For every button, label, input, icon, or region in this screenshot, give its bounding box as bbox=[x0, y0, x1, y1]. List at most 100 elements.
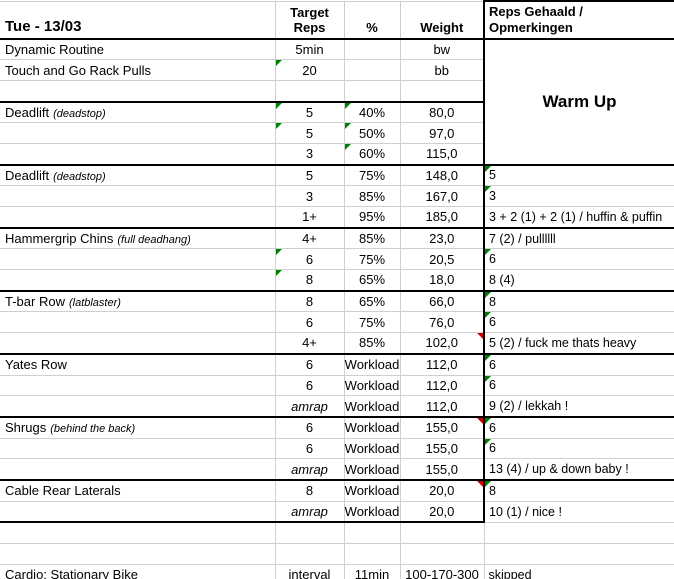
cell-weight[interactable]: 100-170-300 bbox=[400, 564, 485, 579]
cell-exercise[interactable] bbox=[0, 332, 276, 355]
cell-percent[interactable]: Workload bbox=[344, 478, 401, 502]
column-header-percent[interactable]: % bbox=[344, 0, 401, 40]
cell-percent[interactable] bbox=[344, 59, 401, 81]
cell-exercise[interactable] bbox=[0, 458, 276, 481]
cell-weight[interactable]: 112,0 bbox=[400, 375, 485, 397]
cell-target-reps[interactable]: 6 bbox=[275, 311, 345, 334]
column-header-weight[interactable]: Weight bbox=[400, 0, 485, 40]
cell-weight[interactable]: 115,0 bbox=[400, 143, 485, 166]
cell-weight[interactable]: 18,0 bbox=[400, 269, 485, 292]
cell-percent[interactable]: 65% bbox=[344, 269, 401, 292]
cell-target-reps[interactable]: amrap bbox=[275, 395, 345, 418]
cell-exercise[interactable] bbox=[0, 375, 276, 397]
cell-target-reps[interactable]: 3 bbox=[275, 185, 345, 207]
cell-result[interactable]: 13 (4) / up & down baby ! bbox=[483, 458, 674, 481]
cell-target-reps[interactable]: 1+ bbox=[275, 206, 345, 229]
cell-weight[interactable]: bw bbox=[400, 38, 485, 61]
cell-target-reps[interactable]: 4+ bbox=[275, 332, 345, 355]
cell-result[interactable]: 3 + 2 (1) + 2 (1) / huffin & puffin bbox=[483, 206, 674, 229]
cell-percent[interactable]: 75% bbox=[344, 163, 401, 187]
cell-result[interactable]: 7 (2) / pullllll bbox=[483, 226, 674, 250]
cell-result[interactable]: 6 bbox=[483, 438, 674, 460]
cell-percent[interactable]: 95% bbox=[344, 206, 401, 229]
cell-exercise[interactable] bbox=[0, 248, 276, 271]
cell-target-reps[interactable]: 8 bbox=[275, 478, 345, 502]
cell-percent[interactable]: 85% bbox=[344, 226, 401, 250]
cell-result[interactable] bbox=[483, 522, 674, 545]
cell-percent[interactable] bbox=[344, 521, 401, 545]
cell-percent[interactable] bbox=[344, 80, 401, 103]
cell-percent[interactable]: 50% bbox=[344, 122, 401, 144]
cell-percent[interactable]: 65% bbox=[344, 289, 401, 313]
cell-percent[interactable]: 60% bbox=[344, 143, 401, 166]
cell-target-reps[interactable] bbox=[275, 521, 345, 545]
cell-exercise[interactable] bbox=[0, 143, 276, 166]
cell-weight[interactable]: 97,0 bbox=[400, 122, 485, 144]
cell-percent[interactable]: 85% bbox=[344, 332, 401, 355]
cell-target-reps[interactable]: interval bbox=[275, 564, 345, 579]
cell-percent[interactable]: Workload bbox=[344, 501, 401, 523]
column-header-target-reps[interactable]: Target Reps bbox=[275, 0, 345, 40]
cell-exercise[interactable] bbox=[0, 122, 276, 144]
cell-percent[interactable]: 75% bbox=[344, 311, 401, 334]
cell-weight[interactable] bbox=[400, 80, 485, 103]
cell-weight[interactable]: 155,0 bbox=[400, 415, 485, 439]
cell-target-reps[interactable]: 5 bbox=[275, 163, 345, 187]
cell-exercise[interactable]: Deadlift (deadstop) bbox=[0, 100, 276, 124]
cell-percent[interactable] bbox=[344, 543, 401, 565]
cell-exercise[interactable] bbox=[0, 501, 276, 523]
cell-result[interactable]: 6 bbox=[483, 415, 674, 439]
cell-target-reps[interactable]: 6 bbox=[275, 352, 345, 376]
cell-result[interactable]: skipped bbox=[483, 564, 674, 579]
cell-percent[interactable]: 11min bbox=[344, 564, 401, 579]
cell-target-reps[interactable]: 6 bbox=[275, 438, 345, 460]
cell-percent[interactable]: 75% bbox=[344, 248, 401, 271]
cell-result[interactable]: 8 bbox=[483, 289, 674, 313]
cell-result[interactable]: 8 (4) bbox=[483, 269, 674, 292]
cell-exercise[interactable] bbox=[0, 185, 276, 207]
cell-percent[interactable]: Workload bbox=[344, 438, 401, 460]
cell-result[interactable]: 9 (2) / lekkah ! bbox=[483, 395, 674, 418]
cell-percent[interactable]: Workload bbox=[344, 458, 401, 481]
cell-target-reps[interactable] bbox=[275, 543, 345, 565]
cell-target-reps[interactable]: 6 bbox=[275, 415, 345, 439]
cell-result[interactable]: 3 bbox=[483, 185, 674, 207]
cell-target-reps[interactable]: 8 bbox=[275, 269, 345, 292]
cell-target-reps[interactable]: 5 bbox=[275, 122, 345, 144]
cell-target-reps[interactable]: amrap bbox=[275, 458, 345, 481]
cell-exercise[interactable]: T-bar Row (latblaster) bbox=[0, 289, 276, 313]
cell-exercise[interactable] bbox=[0, 543, 276, 565]
cell-target-reps[interactable]: 6 bbox=[275, 375, 345, 397]
cell-result[interactable]: 5 (2) / fuck me thats heavy bbox=[483, 332, 674, 355]
cell-result[interactable]: 6 bbox=[483, 375, 674, 397]
cell-exercise[interactable] bbox=[0, 269, 276, 292]
cell-weight[interactable]: 23,0 bbox=[400, 226, 485, 250]
cell-target-reps[interactable] bbox=[275, 80, 345, 103]
cell-result[interactable]: 6 bbox=[483, 352, 674, 376]
cell-weight[interactable]: 66,0 bbox=[400, 289, 485, 313]
cell-weight[interactable]: 112,0 bbox=[400, 395, 485, 418]
cell-weight[interactable]: bb bbox=[400, 59, 485, 81]
cell-weight[interactable]: 148,0 bbox=[400, 163, 485, 187]
cell-target-reps[interactable]: 6 bbox=[275, 248, 345, 271]
cell-exercise[interactable]: Deadlift (deadstop) bbox=[0, 163, 276, 187]
cell-percent[interactable]: Workload bbox=[344, 375, 401, 397]
cell-weight[interactable] bbox=[400, 521, 485, 545]
cell-percent[interactable]: 85% bbox=[344, 185, 401, 207]
cell-percent[interactable]: Workload bbox=[344, 395, 401, 418]
cell-weight[interactable]: 167,0 bbox=[400, 185, 485, 207]
cell-result[interactable]: 10 (1) / nice ! bbox=[483, 501, 674, 523]
cell-exercise[interactable] bbox=[0, 206, 276, 229]
cell-exercise[interactable] bbox=[0, 438, 276, 460]
cell-target-reps[interactable]: 3 bbox=[275, 143, 345, 166]
cell-result[interactable]: 8 bbox=[483, 478, 674, 502]
cell-exercise[interactable]: Touch and Go Rack Pulls bbox=[0, 59, 276, 81]
cell-weight[interactable] bbox=[400, 543, 485, 565]
cell-exercise[interactable] bbox=[0, 80, 276, 103]
cell-result[interactable]: 5 bbox=[483, 163, 674, 187]
cell-weight[interactable]: 80,0 bbox=[400, 100, 485, 124]
cell-result[interactable] bbox=[483, 543, 674, 565]
cell-weight[interactable]: 155,0 bbox=[400, 438, 485, 460]
cell-weight[interactable]: 155,0 bbox=[400, 458, 485, 481]
cell-target-reps[interactable]: 4+ bbox=[275, 226, 345, 250]
